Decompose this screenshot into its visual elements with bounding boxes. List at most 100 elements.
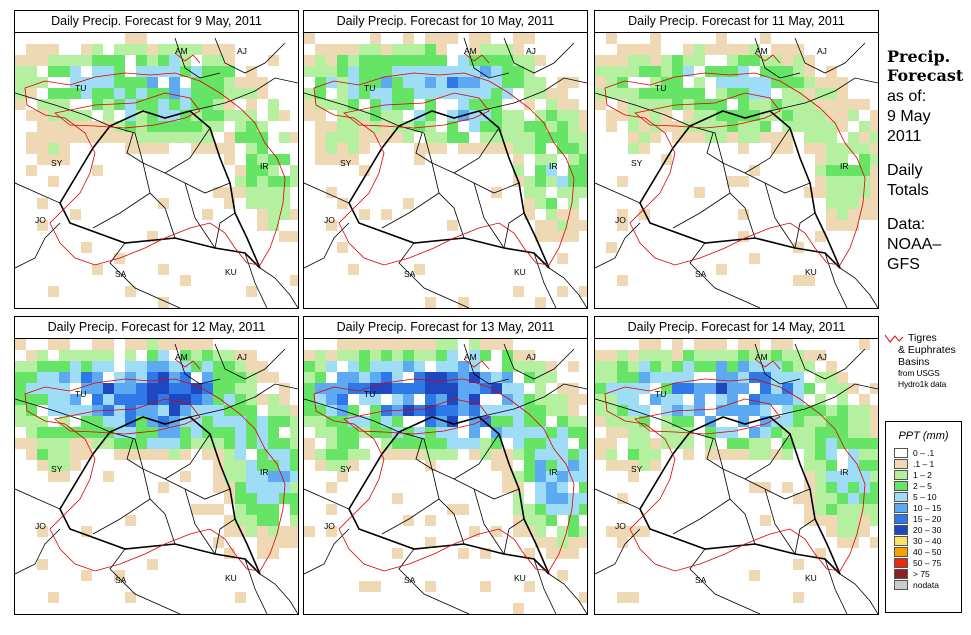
precip-cell <box>727 350 738 361</box>
precip-cell <box>579 416 587 427</box>
precip-cell <box>491 187 502 198</box>
border-line <box>706 438 724 470</box>
country-label-ir: IR <box>260 161 269 171</box>
precip-cell <box>180 132 191 143</box>
precip-cell <box>502 143 513 154</box>
precip-cell <box>436 449 447 460</box>
precip-cell <box>568 77 579 88</box>
panel-title: Daily Precip. Forecast for 13 May, 2011 <box>303 316 588 339</box>
precip-cell <box>304 394 315 405</box>
precip-cell <box>546 231 557 242</box>
precip-cell <box>15 416 26 427</box>
precip-cell <box>535 372 546 383</box>
precip-cell <box>804 361 815 372</box>
precip-cell <box>447 220 458 231</box>
precip-cell <box>326 416 337 427</box>
country-label-sa: SA <box>404 269 416 279</box>
precip-cell <box>848 165 859 176</box>
precip-cell <box>683 132 694 143</box>
precip-cell <box>491 66 502 77</box>
precip-cell <box>48 449 59 460</box>
precip-cell <box>859 504 870 515</box>
precip-cell <box>158 264 169 275</box>
precip-cell <box>246 504 257 515</box>
precip-cell <box>661 350 672 361</box>
precip-cell <box>268 99 279 110</box>
precip-cell <box>257 143 268 154</box>
precip-cell <box>48 121 59 132</box>
precip-cell <box>213 537 224 548</box>
precip-cell <box>683 438 694 449</box>
precip-cell <box>81 438 92 449</box>
precip-cell <box>92 394 103 405</box>
precip-cell <box>315 44 326 55</box>
precip-cell <box>859 449 870 460</box>
precip-cell <box>37 44 48 55</box>
asof-line2: 9 May <box>887 108 931 125</box>
precip-cell <box>359 143 370 154</box>
precip-cell <box>535 416 546 427</box>
border-line <box>794 37 866 74</box>
precip-cell <box>837 198 848 209</box>
precip-cell <box>716 132 727 143</box>
precip-cell <box>694 394 705 405</box>
precip-cell <box>315 154 326 165</box>
precip-cell <box>870 460 878 471</box>
precip-cell <box>213 110 224 121</box>
precip-cell <box>257 154 268 165</box>
precip-cell <box>683 110 694 121</box>
precip-cell <box>694 339 705 350</box>
precip-cell <box>469 350 480 361</box>
precip-cell <box>870 515 878 526</box>
precip-cell <box>392 438 403 449</box>
precip-cell <box>268 460 279 471</box>
precip-cell <box>557 132 568 143</box>
precip-cell <box>557 77 568 88</box>
precip-cell <box>202 438 213 449</box>
precip-cell <box>315 449 326 460</box>
precip-cell <box>403 449 414 460</box>
precip-cell <box>392 350 403 361</box>
precip-cell <box>268 515 279 526</box>
precip-cell <box>859 99 870 110</box>
precip-cell <box>268 165 279 176</box>
precip-cell <box>381 372 392 383</box>
basin-outline <box>24 52 286 266</box>
precip-cell <box>535 110 546 121</box>
border-line <box>453 127 500 174</box>
precip-cell <box>694 44 705 55</box>
precip-cell <box>491 88 502 99</box>
legend-item: 5 – 10 <box>894 491 961 502</box>
precip-cell <box>639 383 650 394</box>
precip-cell <box>870 176 878 187</box>
precip-cell <box>606 372 617 383</box>
precip-cell <box>213 449 224 460</box>
precip-cell <box>268 416 279 427</box>
precip-cell <box>870 449 878 460</box>
precip-cell <box>738 121 749 132</box>
precip-cell <box>202 339 213 350</box>
country-label-ku: KU <box>805 573 817 583</box>
precip-cell <box>568 383 579 394</box>
precip-cell <box>727 394 738 405</box>
precip-cell <box>257 416 268 427</box>
border-line <box>769 77 878 112</box>
precip-cell <box>370 55 381 66</box>
border-line <box>769 383 878 418</box>
precip-cell <box>125 88 136 99</box>
precip-cell <box>279 187 290 198</box>
precip-cell <box>447 372 458 383</box>
precip-cell <box>70 209 81 220</box>
precip-cell <box>595 383 606 394</box>
precip-cell <box>403 515 414 526</box>
precip-cell <box>595 55 606 66</box>
precip-cell <box>359 394 370 405</box>
precip-cell <box>513 493 524 504</box>
iraq-border <box>59 416 261 575</box>
border-line <box>463 343 510 385</box>
precip-map: AM AJ TU SY IR JO SA KU <box>303 32 588 309</box>
precip-cell <box>15 405 26 416</box>
precip-cell <box>425 66 436 77</box>
precip-cell <box>169 132 180 143</box>
precip-cell <box>414 372 425 383</box>
